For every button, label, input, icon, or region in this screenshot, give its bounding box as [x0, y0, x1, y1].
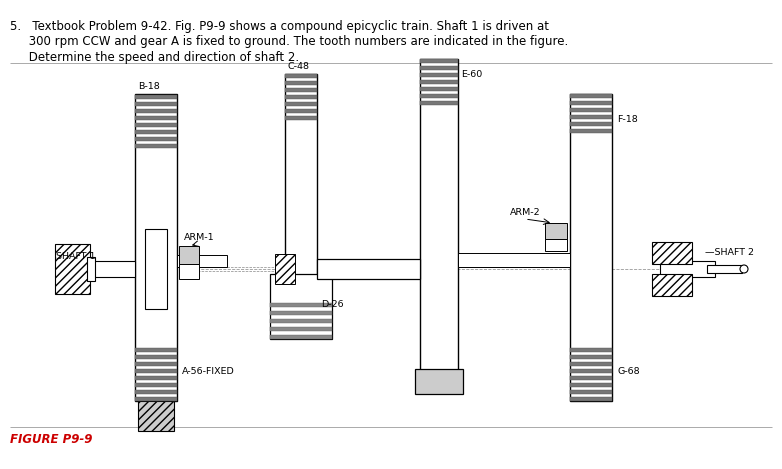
- Bar: [135, 348, 177, 352]
- Text: ARM-1: ARM-1: [184, 233, 214, 242]
- Bar: [145, 229, 167, 309]
- Bar: [135, 123, 177, 127]
- Bar: [420, 59, 458, 374]
- Bar: [458, 253, 570, 267]
- Bar: [420, 80, 458, 84]
- Bar: [652, 242, 692, 264]
- Bar: [285, 102, 317, 106]
- Bar: [135, 355, 177, 359]
- Bar: [660, 261, 715, 277]
- Bar: [570, 94, 612, 401]
- Bar: [415, 369, 463, 394]
- Bar: [135, 102, 177, 106]
- Text: B-18: B-18: [138, 82, 160, 91]
- Bar: [285, 74, 317, 334]
- Bar: [420, 73, 458, 77]
- Bar: [87, 257, 95, 281]
- Bar: [545, 223, 567, 239]
- Bar: [285, 81, 317, 85]
- Text: 5.   Textbook Problem 9-42. Fig. P9-9 shows a compound epicyclic train. Shaft 1 : 5. Textbook Problem 9-42. Fig. P9-9 show…: [10, 20, 549, 33]
- Bar: [420, 59, 458, 63]
- Bar: [135, 362, 177, 366]
- Text: FIGURE P9-9: FIGURE P9-9: [10, 433, 92, 446]
- Bar: [270, 327, 332, 331]
- Bar: [135, 383, 177, 387]
- Text: C-48: C-48: [288, 62, 310, 71]
- Bar: [570, 355, 612, 359]
- Bar: [570, 129, 612, 133]
- Circle shape: [740, 265, 748, 273]
- Bar: [570, 101, 612, 105]
- Bar: [270, 303, 332, 307]
- Bar: [90, 261, 135, 277]
- Bar: [270, 274, 332, 339]
- Text: 300 rpm CCW and gear A is fixed to ground. The tooth numbers are indicated in th: 300 rpm CCW and gear A is fixed to groun…: [10, 35, 569, 48]
- Bar: [570, 348, 612, 352]
- Text: G-68: G-68: [617, 367, 640, 376]
- Bar: [458, 255, 548, 267]
- Bar: [570, 390, 612, 394]
- Bar: [545, 239, 567, 251]
- Bar: [135, 376, 177, 380]
- Bar: [135, 116, 177, 120]
- Text: Determine the speed and direction of shaft 2.: Determine the speed and direction of sha…: [10, 51, 300, 64]
- Bar: [570, 122, 612, 126]
- Bar: [179, 264, 199, 279]
- Bar: [317, 259, 420, 279]
- Bar: [285, 109, 317, 113]
- Bar: [420, 101, 458, 105]
- Bar: [179, 246, 199, 264]
- Text: E-60: E-60: [461, 70, 482, 79]
- Bar: [135, 95, 177, 99]
- Bar: [135, 390, 177, 394]
- Bar: [652, 274, 692, 296]
- Bar: [570, 115, 612, 119]
- Bar: [570, 397, 612, 401]
- Bar: [570, 376, 612, 380]
- Bar: [570, 94, 612, 98]
- Bar: [138, 401, 174, 431]
- Bar: [285, 88, 317, 92]
- Bar: [570, 362, 612, 366]
- Bar: [707, 265, 742, 273]
- Text: ARM-2: ARM-2: [510, 208, 540, 217]
- Bar: [270, 311, 332, 315]
- Text: D-26: D-26: [321, 300, 343, 309]
- Bar: [420, 66, 458, 70]
- Text: SHAFT 1: SHAFT 1: [56, 252, 95, 261]
- Bar: [285, 95, 317, 99]
- Bar: [270, 319, 332, 323]
- Bar: [135, 397, 177, 401]
- Bar: [270, 335, 332, 339]
- Bar: [420, 87, 458, 91]
- Text: A-56-FIXED: A-56-FIXED: [182, 367, 235, 376]
- Text: F-18: F-18: [617, 115, 638, 124]
- Bar: [135, 144, 177, 148]
- Bar: [55, 244, 90, 294]
- Bar: [285, 74, 317, 78]
- Bar: [135, 109, 177, 113]
- Bar: [135, 94, 177, 401]
- Bar: [285, 116, 317, 120]
- Bar: [135, 137, 177, 141]
- Text: —SHAFT 2: —SHAFT 2: [705, 248, 754, 257]
- Bar: [135, 130, 177, 134]
- Bar: [420, 94, 458, 98]
- Bar: [275, 254, 295, 284]
- Bar: [570, 383, 612, 387]
- Bar: [177, 255, 227, 267]
- Bar: [135, 369, 177, 373]
- Bar: [570, 369, 612, 373]
- Bar: [570, 108, 612, 112]
